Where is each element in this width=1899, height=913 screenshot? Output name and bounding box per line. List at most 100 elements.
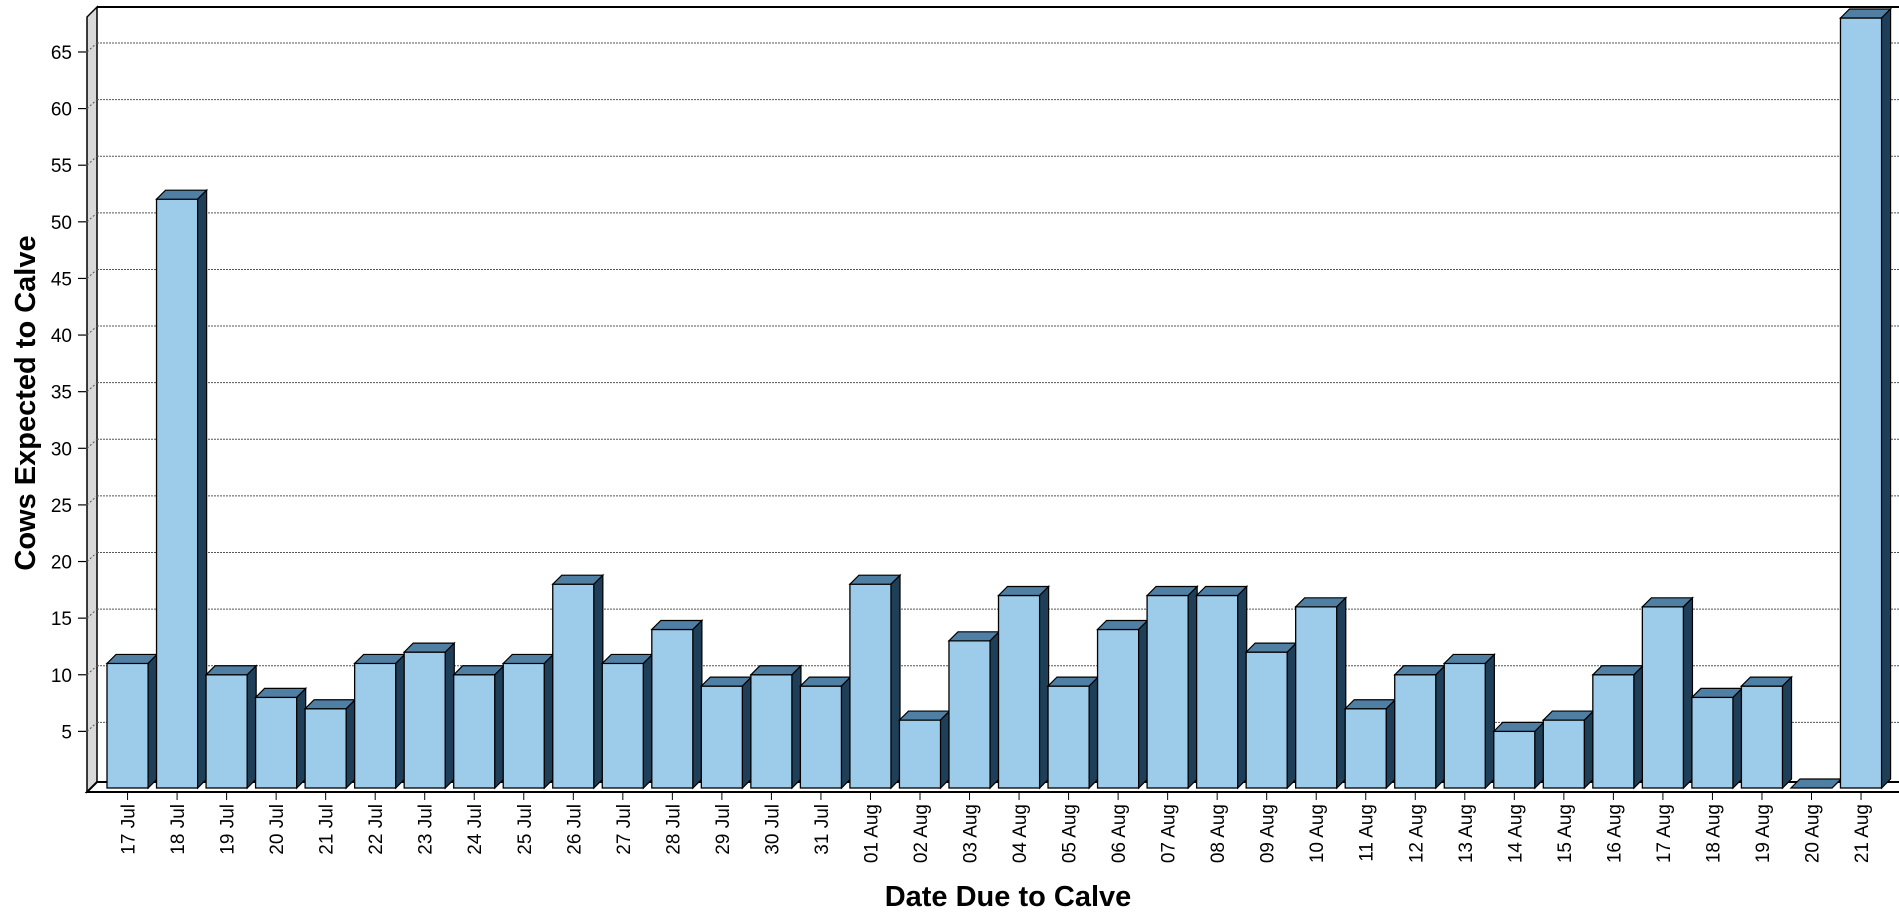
bar-front (1641, 606, 1685, 789)
bar-front (106, 662, 149, 789)
bar-side (692, 619, 703, 790)
bar-side (1138, 619, 1149, 790)
bar (452, 664, 506, 790)
y-tick-label: 40 (51, 326, 72, 347)
bar (353, 652, 407, 790)
bar-front (651, 628, 694, 789)
bar-front (997, 594, 1041, 789)
bar (501, 652, 555, 790)
bar-front (155, 198, 199, 789)
bar-front (601, 662, 645, 789)
x-tick-label: 16 Aug (1604, 804, 1625, 863)
bar-side (1385, 698, 1396, 790)
bar (1244, 641, 1298, 790)
bar (1046, 675, 1100, 790)
bar (1789, 778, 1843, 789)
y-tick-label: 60 (51, 100, 72, 121)
y-tick-label: 65 (51, 43, 72, 64)
x-tick-label: 26 Jul (564, 804, 585, 855)
x-tick-label: 05 Aug (1060, 804, 1081, 863)
bar-side (1237, 585, 1248, 790)
y-tick-label: 30 (51, 439, 72, 460)
bar-front (353, 662, 397, 789)
bar-side (1781, 675, 1793, 790)
x-tick-label: 03 Aug (961, 804, 982, 863)
bar-side (791, 664, 802, 790)
bar (1294, 596, 1348, 790)
x-tick-label: 15 Aug (1555, 804, 1576, 863)
y-tick-label: 55 (51, 156, 72, 177)
bar-front (750, 674, 793, 789)
bar (798, 675, 852, 790)
x-tick-label: 20 Jul (267, 804, 288, 855)
bar-front (1195, 594, 1239, 789)
bar-side (1682, 596, 1694, 790)
bar-side (246, 664, 257, 790)
bar-front (1295, 606, 1338, 789)
bar-front (552, 583, 595, 789)
x-tick-label: 18 Aug (1703, 804, 1724, 863)
bar-side (1880, 7, 1892, 790)
x-tick-label: 12 Aug (1406, 804, 1427, 863)
x-tick-label: 19 Jul (218, 804, 239, 855)
bar-front (1245, 651, 1288, 789)
bar (254, 686, 308, 790)
bar-side (939, 709, 951, 790)
bar-side (1732, 686, 1743, 790)
bar (303, 698, 357, 790)
bar-side (494, 664, 505, 790)
bar-front (304, 708, 347, 789)
x-tick-label: 13 Aug (1456, 804, 1477, 863)
x-tick-label: 20 Aug (1802, 804, 1823, 863)
bar (947, 630, 1001, 790)
x-tick-label: 14 Aug (1505, 804, 1526, 863)
x-tick-label: 04 Aug (1010, 804, 1031, 863)
x-tick-label: 29 Jul (713, 804, 734, 855)
bar-front (1344, 708, 1387, 789)
bar (897, 709, 952, 790)
bar (155, 188, 209, 790)
bar (1195, 585, 1249, 790)
bar (1640, 596, 1694, 790)
bar-side (741, 675, 753, 790)
bar-front (502, 662, 545, 789)
bar-side (593, 573, 604, 790)
bar (1690, 686, 1744, 790)
bar-side (444, 641, 455, 790)
y-tick-label: 35 (51, 383, 72, 404)
bar (650, 619, 704, 790)
x-tick-label: 25 Jul (515, 804, 536, 855)
x-tick-label: 21 Jul (317, 804, 338, 855)
bar-front (254, 696, 298, 789)
bar (699, 675, 753, 790)
bar-front (403, 651, 446, 789)
bar (1839, 7, 1893, 790)
y-tick-label: 15 (51, 609, 72, 630)
bar-front (948, 640, 991, 789)
x-tick-label: 27 Jul (614, 804, 635, 855)
bar-side (1534, 720, 1545, 790)
bar-side (345, 698, 356, 790)
x-axis-title: Date Due to Calve (885, 881, 1132, 913)
bar-front (1146, 594, 1189, 789)
bar (1442, 652, 1496, 790)
bar-front (799, 685, 843, 789)
x-tick-label: 07 Aug (1159, 804, 1180, 863)
y-axis-title: Cows Expected to Calve (10, 235, 42, 570)
x-tick-label: 24 Jul (465, 804, 486, 855)
bar-side (1286, 641, 1297, 790)
bar (1145, 585, 1199, 790)
x-tick-label: 01 Aug (861, 804, 882, 863)
bar-side (197, 188, 208, 790)
y-tick-label: 25 (51, 496, 72, 517)
bar (1393, 664, 1447, 790)
bar (848, 573, 902, 790)
bar-front (1047, 685, 1090, 789)
bar-side (1633, 664, 1644, 790)
x-tick-label: 06 Aug (1109, 804, 1130, 863)
bar-front (1691, 696, 1734, 789)
bar-front (1740, 685, 1784, 789)
bar-side (1088, 675, 1099, 790)
x-tick-label: 08 Aug (1208, 804, 1229, 863)
